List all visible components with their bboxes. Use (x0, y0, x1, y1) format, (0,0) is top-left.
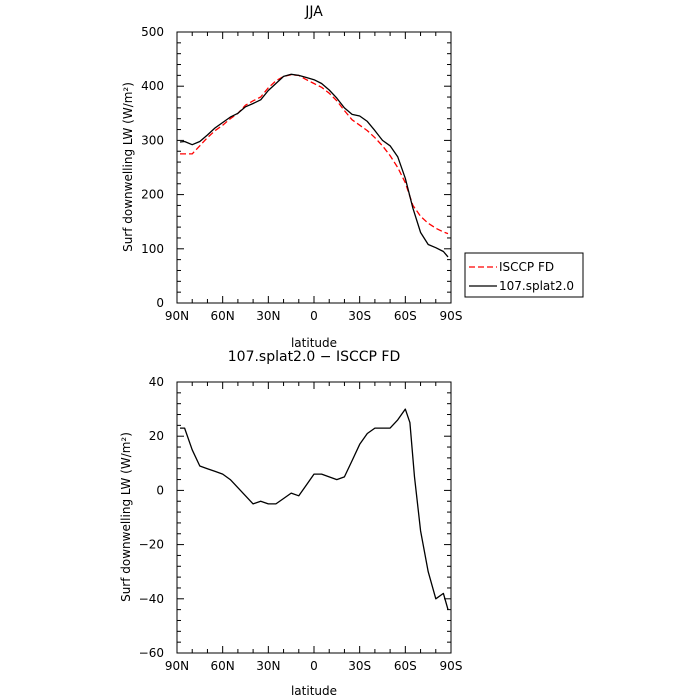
y-tick-label: 20 (149, 429, 164, 443)
panel-top: JJA 90N 60N 30N 0 30S 60S 90S 0 100 200 300 400 500… (121, 4, 462, 350)
x-tick-label: 60S (394, 309, 417, 323)
y-tick-label: 500 (141, 25, 164, 39)
series-line-isccp-fd (180, 74, 449, 235)
x-tick-label: 30N (256, 309, 280, 323)
y-tick-label: 100 (141, 242, 164, 256)
x-axis-label-bottom: latitude (291, 684, 337, 698)
x-tick-label: 30S (348, 659, 371, 673)
y-tick-label: 200 (141, 188, 164, 202)
x-tick-label: 30S (348, 309, 371, 323)
y-ticks-bottom: −60 −40 −20 0 20 40 (139, 375, 451, 660)
series-group-bottom (180, 408, 449, 610)
legend: ISCCP FD 107.splat2.0 (464, 252, 584, 298)
x-tick-label: 90N (165, 309, 189, 323)
x-tick-label: 0 (310, 659, 318, 673)
x-tick-label: 60N (211, 309, 235, 323)
x-tick-label: 30N (256, 659, 280, 673)
y-tick-label: −60 (139, 646, 164, 660)
series-line-difference (180, 408, 449, 610)
series-group-top (179, 73, 449, 258)
legend-label-splat: 107.splat2.0 (499, 279, 574, 293)
x-ticks-bottom: 90N 60N 30N 0 30S 60S 90S (165, 382, 463, 673)
chart-title-bottom: 107.splat2.0 − ISCCP FD (228, 349, 401, 365)
y-tick-label: −40 (139, 592, 164, 606)
y-tick-label: 0 (156, 483, 164, 497)
y-tick-label: 0 (156, 296, 164, 310)
series-line-107-splat2-0 (179, 73, 449, 258)
chart-title-top: JJA (304, 4, 323, 20)
y-axis-label-top: Surf downwelling LW (W/m²) (121, 82, 135, 252)
x-tick-label: 90S (440, 309, 463, 323)
x-tick-label: 90N (165, 659, 189, 673)
y-axis-label-bottom: Surf downwelling LW (W/m²) (119, 432, 133, 602)
y-tick-label: 400 (141, 79, 164, 93)
y-tick-label: −20 (139, 538, 164, 552)
x-ticks-top: 90N 60N 30N 0 30S 60S 90S (165, 32, 463, 323)
x-tick-label: 60S (394, 659, 417, 673)
plot-frame-top (176, 31, 452, 304)
legend-box (464, 252, 584, 298)
y-tick-label: 40 (149, 375, 164, 389)
x-tick-label: 60N (211, 659, 235, 673)
legend-label-isccp: ISCCP FD (499, 260, 554, 274)
x-tick-label: 90S (440, 659, 463, 673)
panel-bottom: 107.splat2.0 − ISCCP FD 90N 60N 30N 0 30S 60S… (119, 349, 462, 698)
y-tick-label: 300 (141, 133, 164, 147)
y-ticks-top: 0 100 200 300 400 500 (141, 25, 451, 310)
x-axis-label-top: latitude (291, 336, 337, 350)
x-tick-label: 0 (310, 309, 318, 323)
